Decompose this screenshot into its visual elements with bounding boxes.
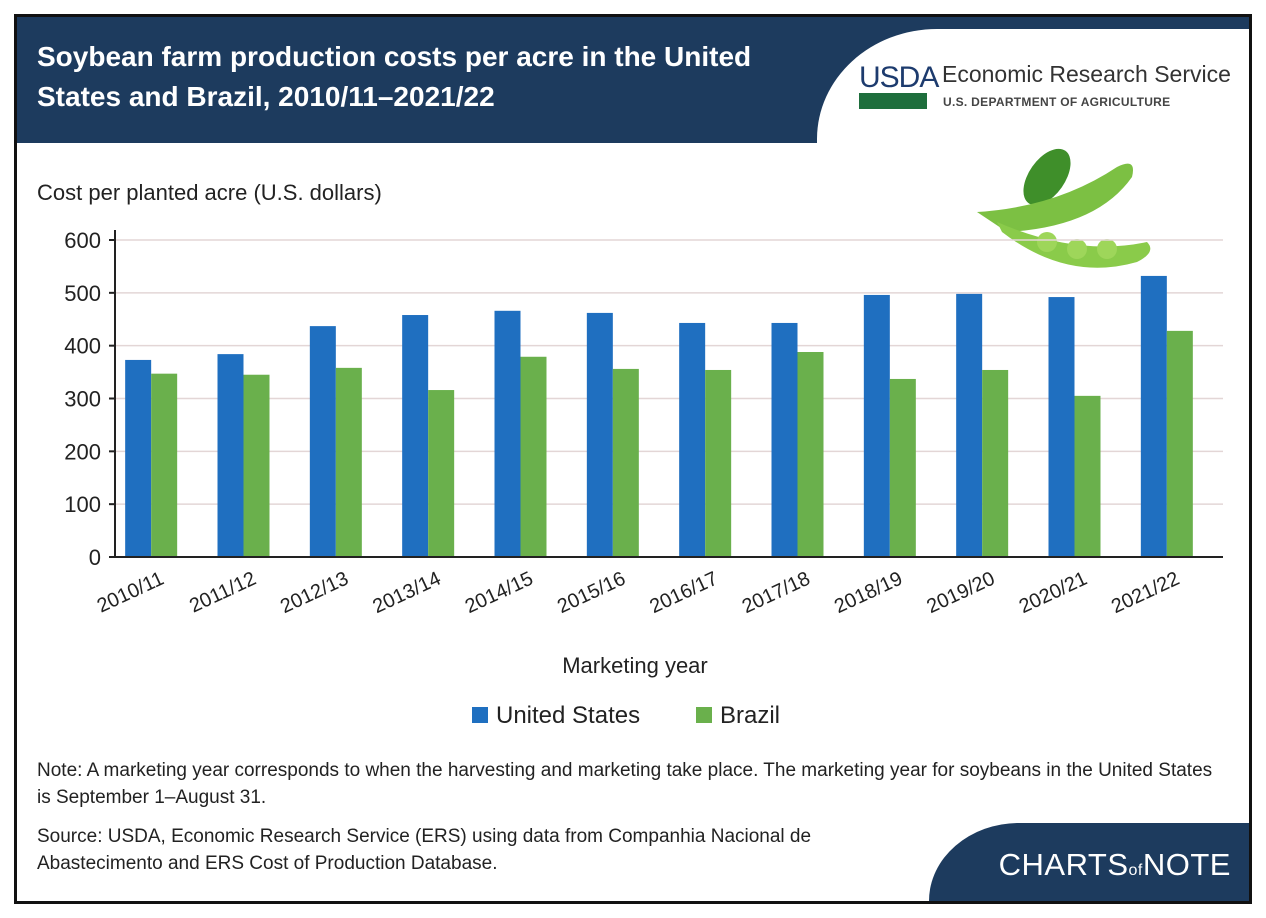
bar-united-states xyxy=(586,312,613,557)
x-tick-label: 2021/22 xyxy=(1108,568,1183,618)
chart-title: Soybean farm production costs per acre i… xyxy=(37,41,752,112)
usda-logo-field-icon xyxy=(859,93,927,109)
x-tick-label: 2014/15 xyxy=(462,568,537,618)
bar-united-states xyxy=(125,359,152,557)
bar-united-states xyxy=(1048,297,1075,557)
x-tick-label: 2017/18 xyxy=(739,568,814,618)
legend-swatch xyxy=(472,707,488,723)
source-text: Source: USDA, Economic Research Service … xyxy=(37,826,812,874)
charts-of-note-banner xyxy=(929,823,1249,901)
y-tick-label: 400 xyxy=(64,334,101,359)
bar-united-states xyxy=(1140,275,1167,557)
x-tick-label: 2020/21 xyxy=(1016,568,1091,618)
bar-brazil xyxy=(889,378,916,557)
bar-brazil xyxy=(335,367,362,557)
bar-united-states xyxy=(402,315,429,557)
x-tick-label: 2010/11 xyxy=(94,568,167,618)
bar-brazil xyxy=(612,368,639,557)
y-tick-label: 0 xyxy=(89,545,101,570)
x-tick-label: 2018/19 xyxy=(831,568,906,618)
y-tick-label: 200 xyxy=(64,439,101,464)
x-tick-label: 2016/17 xyxy=(646,568,721,618)
x-tick-label: 2013/14 xyxy=(369,568,444,618)
soybean-illustration-icon xyxy=(977,148,1151,268)
bar-united-states xyxy=(863,294,890,557)
x-axis-label: Marketing year xyxy=(562,653,708,678)
x-tick-label: 2015/16 xyxy=(554,568,629,618)
bar-brazil xyxy=(797,352,824,557)
y-axis-label: Cost per planted acre (U.S. dollars) xyxy=(37,180,382,205)
bar-brazil xyxy=(982,369,1009,557)
chart-card: Soybean farm production costs per acre i… xyxy=(14,14,1252,904)
bar-brazil xyxy=(520,356,547,557)
bar-brazil xyxy=(151,373,178,557)
bar-united-states xyxy=(771,322,798,557)
bar-brazil xyxy=(428,390,455,557)
x-tick-label: 2011/12 xyxy=(186,568,259,618)
agency-name: Economic Research Service xyxy=(942,61,1231,87)
bar-united-states xyxy=(217,354,244,557)
x-tick-label: 2019/20 xyxy=(923,568,998,618)
bar-united-states xyxy=(679,322,706,557)
y-tick-label: 300 xyxy=(64,387,101,412)
bar-brazil xyxy=(243,374,270,557)
y-tick-label: 500 xyxy=(64,281,101,306)
bar-brazil xyxy=(705,369,732,557)
legend: United States Brazil xyxy=(472,702,780,729)
bar-brazil xyxy=(1074,395,1101,557)
usda-logo: USDA xyxy=(859,61,939,94)
legend-label: United States xyxy=(496,702,640,729)
bar-united-states xyxy=(494,310,521,557)
note-text: Note: A marketing year corresponds to wh… xyxy=(37,760,1213,808)
charts-of-note-logo: CHARTSofNOTE xyxy=(998,847,1231,882)
bar-chart: Cost per planted acre (U.S. dollars) 0 10… xyxy=(37,148,1223,729)
bar-united-states xyxy=(309,326,336,557)
y-tick-label: 600 xyxy=(64,228,101,253)
bar-brazil xyxy=(1166,330,1193,557)
x-tick-label: 2012/13 xyxy=(277,568,352,618)
legend-swatch xyxy=(696,707,712,723)
y-tick-label: 100 xyxy=(64,492,101,517)
legend-label: Brazil xyxy=(720,702,780,729)
bar-united-states xyxy=(956,293,983,557)
department-name: U.S. DEPARTMENT OF AGRICULTURE xyxy=(943,95,1171,109)
